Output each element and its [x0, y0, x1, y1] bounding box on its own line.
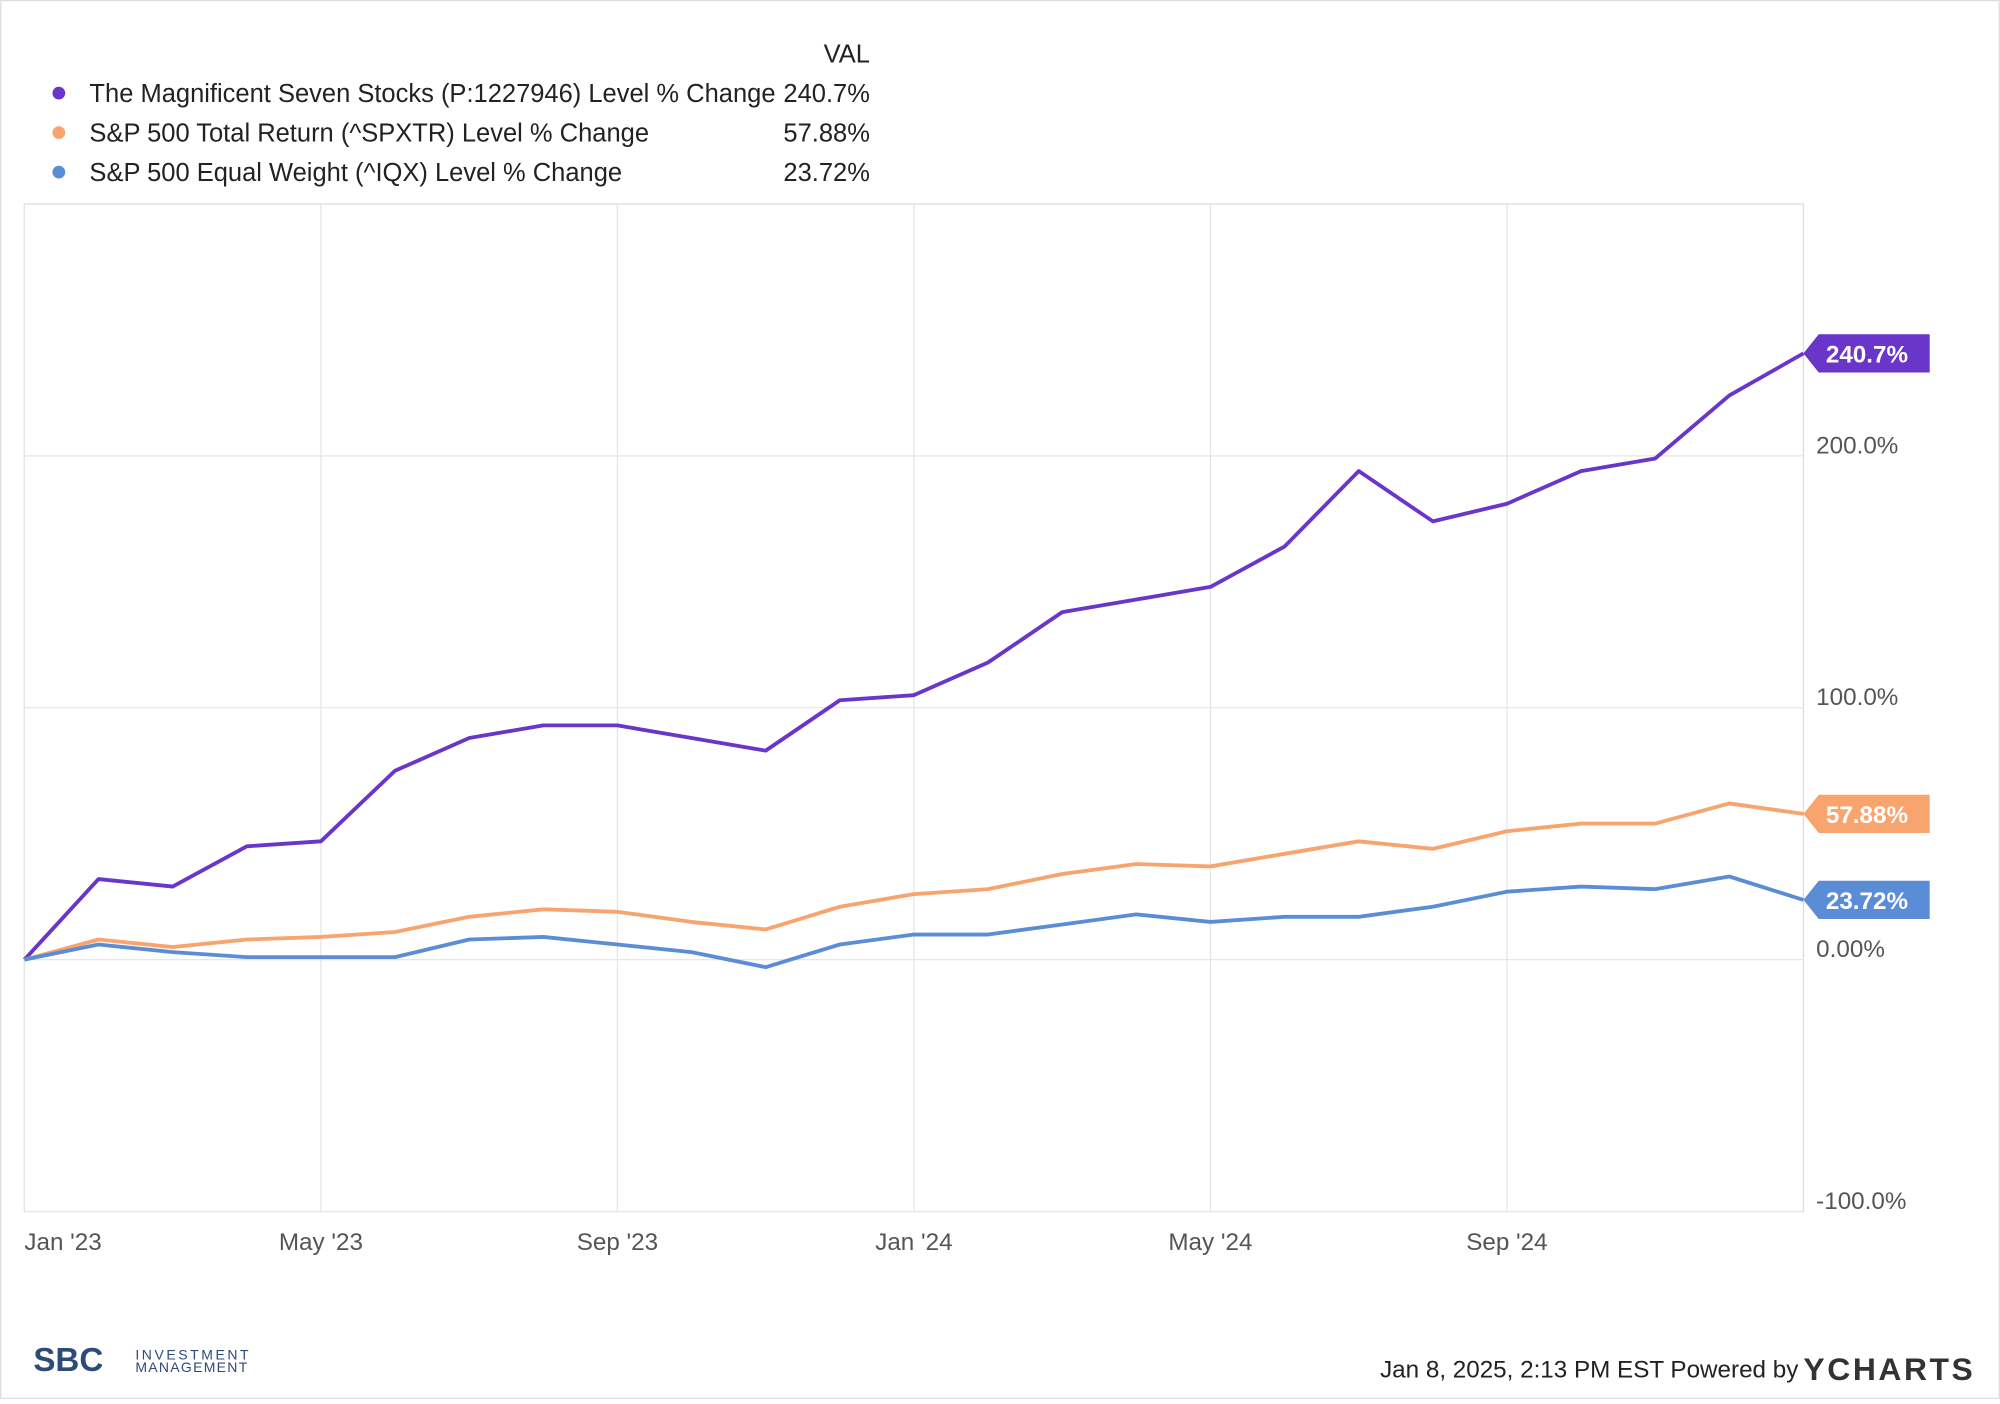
end-tag-label: 57.88% [1826, 802, 1908, 829]
grid [23, 204, 1804, 1213]
legend-value: 57.88% [783, 120, 870, 148]
y-tick-label: 100.0% [1816, 684, 1898, 711]
logo-mark: SBC [33, 1342, 103, 1379]
end-tag [1803, 334, 1930, 373]
footer-logo: SBC INVESTMENT MANAGEMENT [33, 1342, 251, 1379]
y-tick-label: 200.0% [1816, 432, 1898, 459]
legend-marker [52, 86, 66, 100]
x-tick-label: May '24 [1168, 1229, 1252, 1256]
x-tick-label: Jan '24 [875, 1229, 952, 1256]
legend-value: 23.72% [783, 159, 870, 187]
legend-value: 240.7% [783, 80, 870, 108]
legend-marker [52, 126, 66, 140]
x-tick-label: Jan '23 [24, 1229, 101, 1256]
legend-label: S&P 500 Equal Weight (^IQX) Level % Chan… [89, 159, 622, 187]
legend-marker [52, 165, 66, 179]
x-tick-label: May '23 [279, 1229, 363, 1256]
brand: YCHARTS [1803, 1351, 1975, 1387]
legend-label: The Magnificent Seven Stocks (P:1227946)… [89, 80, 775, 108]
series-line [23, 801, 1804, 962]
series-line [24, 874, 1805, 970]
logo-text: MANAGEMENT [135, 1359, 248, 1375]
legend-label: S&P 500 Total Return (^SPXTR) Level % Ch… [89, 120, 649, 148]
end-tag [1803, 794, 1930, 834]
x-tick-label: Sep '23 [577, 1229, 658, 1256]
legend-header: VAL [824, 40, 870, 68]
end-tag-label: 240.7% [1826, 341, 1908, 368]
x-tick-label: Sep '24 [1466, 1229, 1547, 1256]
end-tag [1803, 880, 1930, 920]
timestamp: Jan 8, 2025, 2:13 PM EST Powered by [1380, 1356, 1799, 1383]
series-line [22, 351, 1805, 961]
y-tick-label: -100.0% [1816, 1188, 1906, 1215]
y-tick-label: 0.00% [1816, 936, 1885, 963]
logo-text: INVESTMENT [135, 1346, 251, 1362]
end-tag-label: 23.72% [1826, 888, 1908, 915]
